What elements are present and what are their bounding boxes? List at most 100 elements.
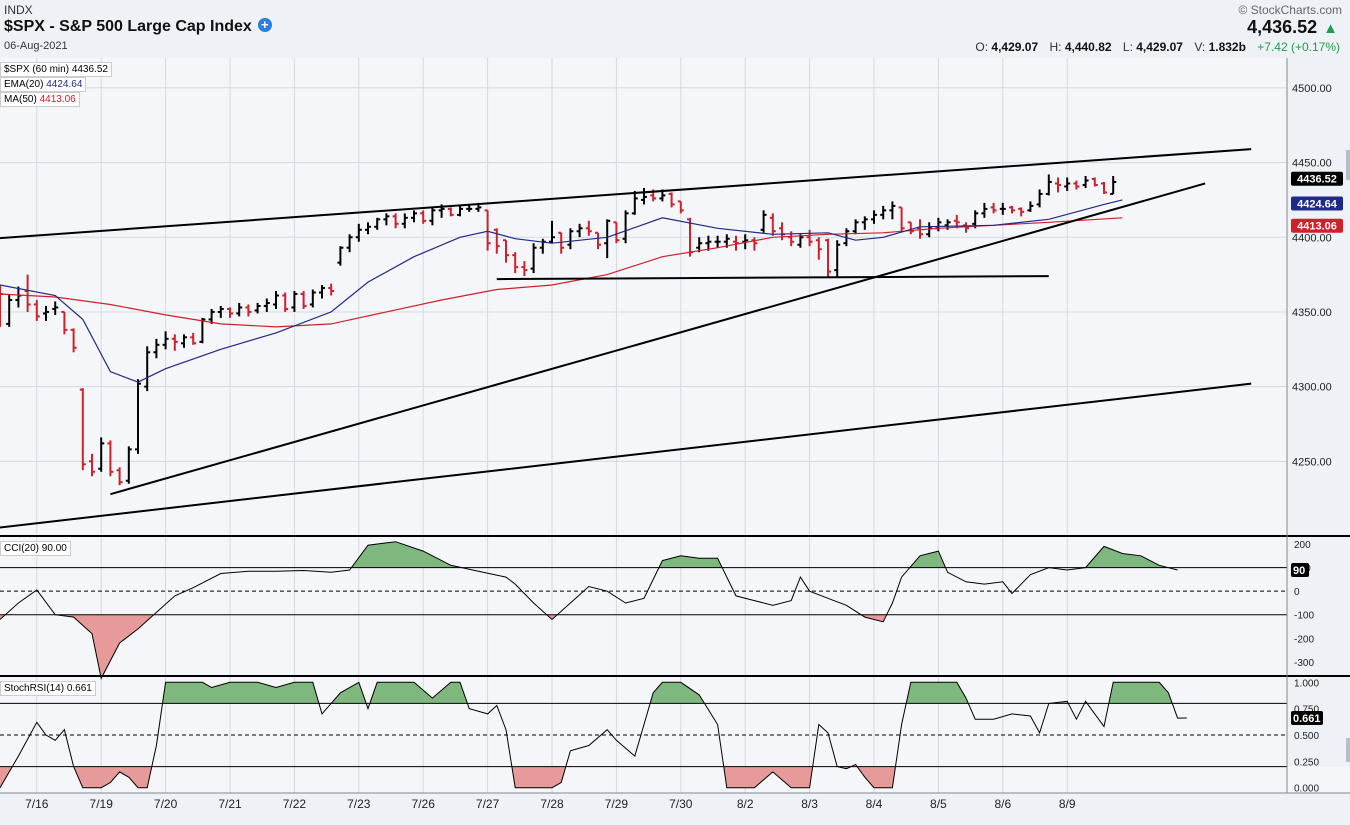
x-tick-label: 7/27 (476, 797, 500, 811)
ohlc-bar (484, 209, 491, 251)
ohlc-bar (668, 192, 675, 208)
ohlc-bar (889, 201, 896, 220)
ohlc-bar (742, 234, 749, 250)
ohlc-bar (291, 291, 298, 312)
ohlc-bar (613, 221, 620, 244)
symbol-title: $SPX - S&P 500 Large Cap Index (4, 18, 252, 35)
change-value: +7.42 (+0.17%) (1257, 40, 1340, 54)
add-symbol-icon[interactable]: + (257, 18, 272, 32)
cci-oversold-fill (0, 614, 1178, 677)
stochrsi-tick-label: 0.250 (1294, 757, 1319, 768)
cci-line (0, 541, 1178, 680)
ohlc-bar (190, 332, 197, 345)
ohlc-bar (576, 223, 583, 238)
ohlc-bar (89, 453, 95, 477)
price-tick-label: 4450.00 (1292, 158, 1332, 170)
open-value: 4,429.07 (991, 40, 1039, 54)
ohlc-bar (254, 302, 261, 314)
high-value: 4,440.82 (1064, 40, 1112, 54)
ohlc-bar (79, 388, 86, 471)
ohlc-bar (530, 243, 537, 274)
ohlc-bar (825, 238, 831, 278)
ohlc-bar (282, 292, 289, 312)
ohlc-bar (420, 210, 427, 224)
ohlc-bar (898, 206, 905, 232)
price-tick-label: 4400.00 (1292, 232, 1332, 244)
ohlc-bar (98, 437, 105, 472)
x-tick-label: 7/26 (412, 797, 436, 811)
ohlc-bar (595, 231, 601, 250)
x-tick-label: 7/20 (154, 797, 178, 811)
cci-tick-label: -100 (1294, 611, 1314, 622)
last-price: 4,436.52 ▲ (1247, 17, 1338, 37)
cci-tick-label: 200 (1294, 540, 1311, 551)
ohlc-bar (309, 289, 316, 308)
stockcharts-credit[interactable]: © StockCharts.com (1238, 3, 1342, 17)
cci-tick-label: -300 (1294, 658, 1314, 669)
ohlc-bar (1073, 180, 1080, 190)
ohlc-bar (153, 338, 160, 359)
cci-last-label: 90 (1293, 565, 1305, 577)
x-tick-label: 7/28 (540, 797, 564, 811)
ohlc-bar (990, 202, 997, 214)
x-tick-label: 7/29 (605, 797, 629, 811)
ohlc-readout: O: 4,429.07 H: 4,440.82 L: 4,429.07 V: 1… (975, 40, 1340, 54)
cci-panel-background (0, 537, 1287, 676)
x-tick-label: 8/6 (994, 797, 1011, 811)
ohlc-bar (834, 240, 841, 278)
main-panel-background (0, 58, 1287, 536)
last-value-marker (1291, 171, 1343, 186)
ohlc-bar (144, 346, 151, 392)
price-tick-label: 4250.00 (1292, 456, 1332, 468)
scrollbar-thumb (1346, 150, 1350, 180)
scrollbar-thumb-lower (1346, 738, 1350, 762)
stochrsi-tick-label: 1.000 (1294, 678, 1319, 689)
low-value: 4,429.07 (1136, 40, 1183, 54)
stochrsi-tick-label: 0.000 (1294, 784, 1319, 795)
ohlc-bar (429, 207, 436, 226)
ohlc-bar (107, 440, 114, 477)
x-tick-label: 7/23 (347, 797, 371, 811)
ohlc-bar (236, 302, 243, 317)
ohlc-bar (815, 237, 822, 260)
ohlc-bar (52, 301, 59, 315)
ohlc-bar (631, 190, 638, 215)
ohlc-bar (880, 205, 887, 220)
ohlc-bar (999, 202, 1006, 215)
ohlc-bar (217, 305, 224, 318)
last-value-marker (1291, 196, 1343, 211)
ema-legend: EMA(20) 4424.64 (0, 77, 87, 92)
ohlc-bar (981, 202, 988, 218)
ohlc-bar (447, 207, 454, 217)
cci-tick-label: -200 (1294, 634, 1314, 645)
last-value-marker (1291, 218, 1343, 233)
cci-legend: CCI(20) 90.00 (0, 541, 71, 556)
x-axis-strip (0, 793, 1350, 825)
price-tick-label: 4300.00 (1292, 382, 1332, 394)
stochrsi-last-label: 0.661 (1293, 713, 1321, 725)
ma-legend: MA(50) 4413.06 (0, 92, 80, 107)
ohlc-bar (503, 239, 509, 263)
chart-header: INDX $SPX - S&P 500 Large Cap Index + 06-… (0, 0, 1350, 58)
price-tick-label: 4500.00 (1292, 83, 1332, 95)
ohlc-bar (677, 200, 684, 214)
ohlc-bar (871, 210, 877, 224)
ohlc-bar (806, 229, 813, 247)
x-tick-label: 8/3 (801, 797, 818, 811)
ohlc-bar (24, 274, 31, 312)
stochrsi-tick-label: 0.750 (1294, 705, 1319, 716)
x-tick-label: 8/2 (737, 797, 754, 811)
x-tick-label: 8/9 (1059, 797, 1076, 811)
ohlc-bar (567, 228, 574, 250)
ohlc-bar (411, 210, 417, 223)
ohlc-bar (116, 467, 123, 486)
cci-last-marker (1291, 562, 1309, 577)
ohlc-bar (125, 446, 132, 484)
ohlc-bar (1045, 174, 1052, 196)
ohlc-bar (162, 331, 169, 350)
ohlc-bar (585, 220, 592, 236)
last-value-label: 4424.64 (1297, 198, 1338, 210)
ohlc-bar (641, 187, 647, 205)
ohlc-bar (1082, 176, 1089, 188)
